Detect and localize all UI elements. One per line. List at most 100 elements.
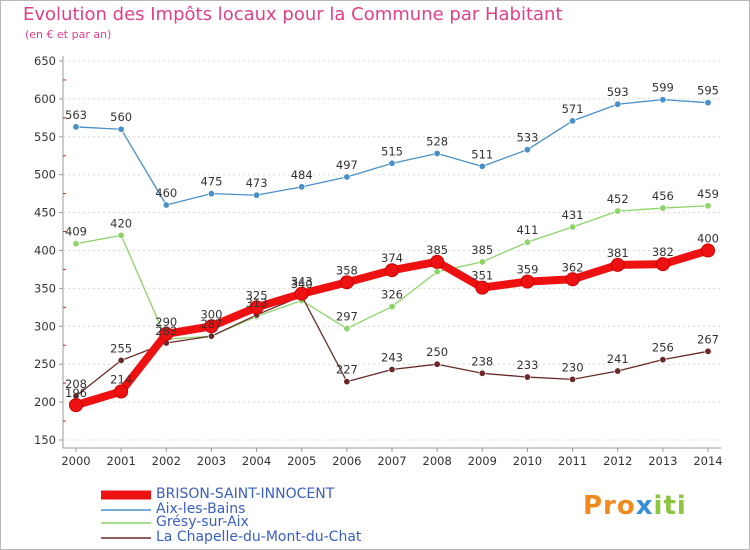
x-tick-label: 2013 [648,454,677,468]
data-label-brison: 196 [65,386,87,400]
data-label-brison: 214 [110,372,132,386]
data-point-aix [614,100,622,108]
data-label-aix: 595 [697,84,719,98]
data-point-gresy [388,303,396,311]
data-label-chapelle: 243 [381,351,403,365]
data-point-chapelle [569,375,577,383]
data-point-brison [385,263,399,278]
data-point-brison [204,319,219,334]
data-label-aix: 511 [471,147,493,161]
data-point-chapelle [388,366,396,374]
y-tick-label: 200 [34,395,56,409]
data-label-brison: 374 [381,251,403,265]
data-point-chapelle [478,369,486,377]
data-label-gresy: 297 [336,310,358,324]
x-tick-label: 2010 [513,454,542,468]
data-label-chapelle: 255 [110,341,132,355]
data-point-brison [339,275,354,290]
data-point-aix [433,149,441,157]
data-point-gresy [704,202,712,210]
data-label-gresy: 409 [65,225,87,239]
data-label-brison: 351 [471,269,493,283]
data-point-chapelle [433,360,441,368]
x-tick-label: 2004 [242,454,271,468]
y-tick-label: 650 [34,54,56,68]
data-point-gresy [343,325,351,333]
logo-part-2: x [635,491,654,521]
x-tick-label: 2007 [377,454,406,468]
data-point-brison [655,257,670,272]
data-label-aix: 528 [426,134,448,148]
data-label-aix: 533 [516,131,538,145]
data-label-aix: 593 [607,85,629,99]
proxiti-logo: Proxiti [583,491,687,521]
data-label-gresy: 459 [697,187,719,201]
data-point-gresy [478,258,486,266]
data-point-chapelle [659,356,667,364]
data-point-aix [298,183,306,191]
data-label-gresy: 456 [652,189,674,203]
data-label-brison: 343 [291,275,313,289]
data-point-brison [430,254,445,269]
data-label-gresy: 326 [381,288,403,302]
data-point-aix [388,159,396,167]
data-label-aix: 484 [291,168,313,182]
y-tick-label: 600 [34,92,56,106]
data-label-chapelle: 241 [607,352,629,366]
data-point-chapelle [117,356,125,364]
x-tick-label: 2008 [423,454,452,468]
data-point-brison [565,272,580,287]
data-label-brison: 290 [155,315,177,329]
data-label-gresy: 431 [562,208,584,222]
data-label-chapelle: 233 [516,358,538,372]
data-point-gresy [72,240,80,248]
logo-part-3: iti [653,491,687,521]
data-label-chapelle: 267 [697,332,719,346]
x-tick-label: 2005 [287,454,316,468]
data-point-brison [475,280,490,295]
data-point-chapelle [207,332,215,340]
data-point-aix [343,173,351,181]
data-label-gresy: 420 [110,216,132,230]
data-label-brison: 325 [246,288,268,302]
x-tick-label: 2003 [197,454,226,468]
data-label-aix: 497 [336,158,358,172]
data-label-brison: 382 [652,245,674,259]
legend-label-brison: BRISON-SAINT-INNOCENT [156,486,335,502]
data-label-brison: 358 [336,263,358,277]
chart-title: Evolution des Impôts locaux pour la Comm… [23,4,563,25]
data-label-brison: 381 [607,246,629,260]
data-label-brison: 385 [426,243,448,257]
data-label-chapelle: 340 [291,277,313,291]
data-point-brison [520,274,535,289]
data-point-gresy [523,238,531,246]
legend-label-chapelle: La Chapelle-du-Mont-du-Chat [156,529,362,545]
data-point-aix [117,125,125,133]
data-label-gresy: 452 [607,192,629,206]
series-line-chapelle [75,295,709,397]
data-point-aix [704,99,712,107]
data-point-brison [294,286,309,301]
x-tick-label: 2000 [61,454,90,468]
x-tick-label: 2002 [152,454,181,468]
y-tick-label: 500 [34,168,56,182]
data-label-chapelle: 230 [562,360,584,374]
data-label-chapelle: 283 [155,324,177,338]
data-label-aix: 460 [155,186,177,200]
data-label-chapelle: 238 [471,354,493,368]
x-tick-label: 2001 [107,454,136,468]
data-point-aix [478,162,486,170]
data-point-brison [69,398,83,413]
data-point-chapelle [614,367,622,375]
data-label-aix: 599 [652,81,674,95]
data-point-chapelle [343,378,351,386]
data-point-gresy [433,268,441,276]
y-tick-label: 400 [34,244,56,258]
x-tick-label: 2006 [332,454,361,468]
data-label-chapelle: 287 [200,317,222,331]
legend-label-aix: Aix-les-Bains [156,501,246,517]
data-label-aix: 473 [246,176,268,190]
data-point-aix [72,123,80,131]
data-point-brison [114,384,129,399]
